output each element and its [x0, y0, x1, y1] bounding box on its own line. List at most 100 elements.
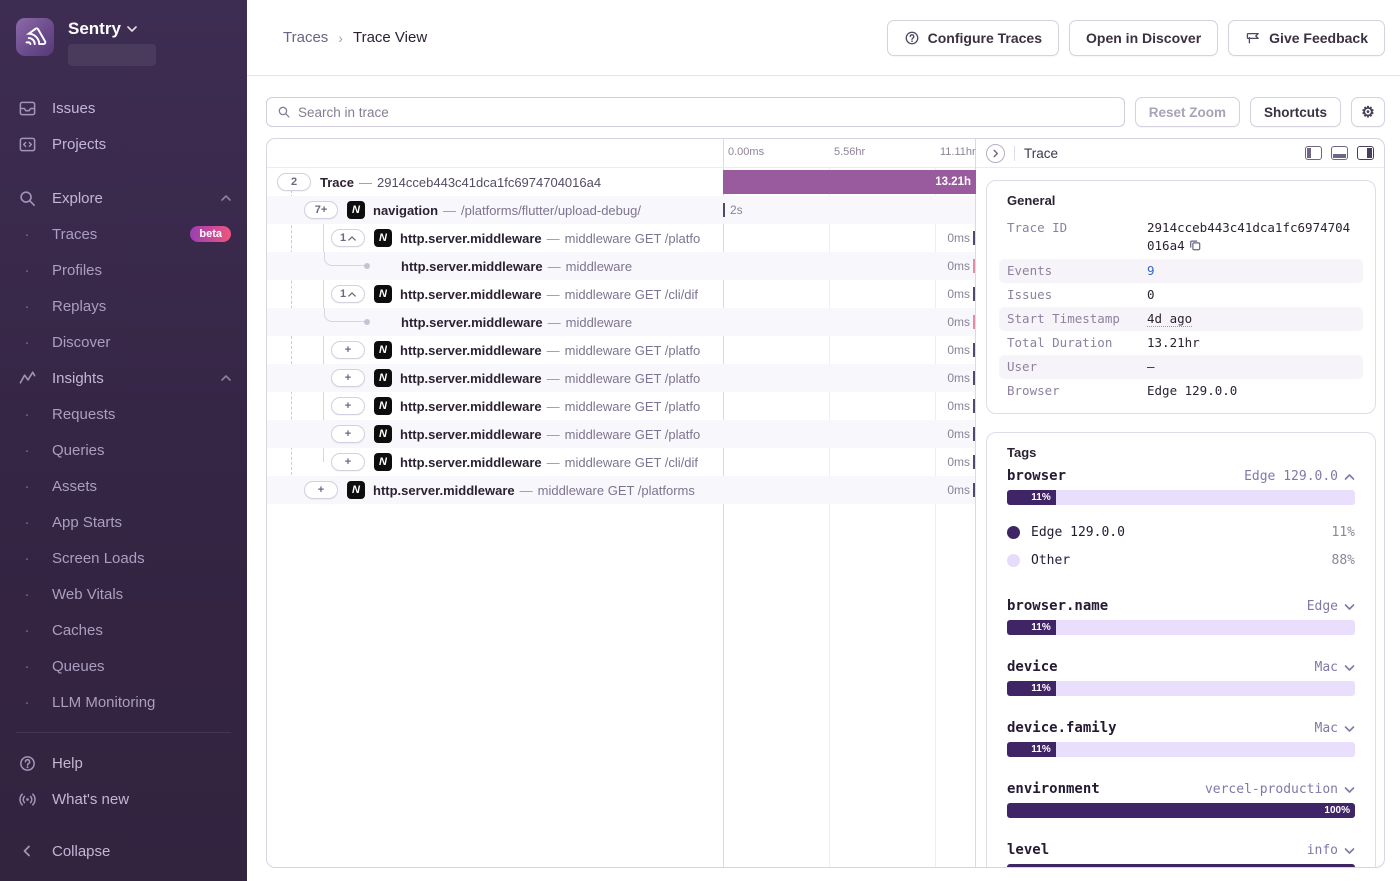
sidebar-item-profiles[interactable]: · Profiles [24, 261, 103, 279]
timeline-gridline [935, 168, 936, 867]
sidebar-section-insights[interactable]: Insights [0, 360, 247, 396]
timeline-gridline [829, 168, 830, 867]
span-bar[interactable] [973, 483, 975, 497]
span-row-middleware[interactable]: + N http.server.middleware — middleware … [267, 448, 975, 476]
span-bar[interactable] [973, 427, 975, 441]
tag-distribution-bar[interactable] [1007, 864, 1355, 867]
span-bar[interactable] [973, 231, 975, 245]
shortcuts-button[interactable]: Shortcuts [1249, 97, 1341, 127]
nextjs-icon: N [374, 453, 392, 471]
span-bar[interactable] [973, 343, 975, 357]
expand-pill[interactable]: + [304, 481, 338, 499]
sidebar-item-queues[interactable]: · Queues [24, 657, 105, 675]
tag-distribution-bar[interactable]: 100% [1007, 803, 1355, 818]
collapse-panel-button[interactable] [986, 143, 1005, 163]
tag-distribution-bar[interactable]: 11% [1007, 681, 1355, 696]
tree-connector-dot [364, 263, 370, 269]
sidebar-item-assets[interactable]: · Assets [24, 477, 98, 495]
copy-icon[interactable] [1189, 238, 1201, 256]
sidebar-item-help[interactable]: Help [0, 745, 247, 781]
collapse-pill[interactable]: 1 [331, 229, 365, 247]
sidebar-item-llm-monitoring[interactable]: · LLM Monitoring [24, 693, 156, 711]
tag-toggle[interactable]: browser Edge 129.0.0 [1007, 468, 1355, 484]
span-row-middleware[interactable]: 1 N http.server.middleware — middleware … [267, 224, 975, 252]
span-bar[interactable] [973, 315, 975, 329]
legend-item[interactable]: Edge 129.0.0 11% [1007, 518, 1355, 546]
trace-toolbar: Reset Zoom Shortcuts ⚙ [247, 76, 1400, 138]
span-row-navigation[interactable]: 7+ N navigation — /platforms/flutter/upl… [267, 196, 975, 224]
sidebar-item-issues[interactable]: Issues [0, 90, 247, 126]
dock-bottom-icon[interactable] [1331, 146, 1348, 160]
expand-pill[interactable]: + [331, 453, 365, 471]
events-count-link[interactable]: 9 [1147, 263, 1155, 278]
span-row-trace-root[interactable]: 2 Trace — 2914cceb443c41dca1fc6974704016… [267, 168, 976, 196]
collapse-pill[interactable]: 1 [331, 285, 365, 303]
sidebar-item-whats-new[interactable]: What's new [0, 781, 247, 817]
sidebar-item-discover[interactable]: · Discover [24, 333, 111, 351]
children-count-pill[interactable]: 7+ [304, 201, 338, 219]
tag-toggle[interactable]: device Mac [1007, 659, 1355, 675]
span-row-middleware-leaf[interactable]: http.server.middleware — middleware 0ms [267, 308, 975, 336]
span-row-middleware[interactable]: + N http.server.middleware — middleware … [267, 476, 975, 504]
span-bar[interactable] [973, 371, 975, 385]
dock-left-icon[interactable] [1305, 146, 1322, 160]
tree-connector [324, 308, 366, 322]
tag-level: level info [1007, 842, 1355, 867]
settings-button[interactable]: ⚙ [1351, 97, 1385, 127]
tags-card: Tags browser Edge 129.0.0 11% [986, 432, 1376, 867]
span-bar[interactable] [723, 203, 725, 217]
sidebar-collapse-button[interactable]: Collapse [0, 833, 247, 869]
sidebar-item-app-starts[interactable]: · App Starts [24, 513, 123, 531]
search-input[interactable] [298, 104, 1114, 120]
sidebar-item-caches[interactable]: · Caches [24, 621, 103, 639]
configure-traces-button[interactable]: Configure Traces [886, 19, 1060, 56]
legend-dot [1007, 525, 1020, 539]
tag-toggle[interactable]: device.family Mac [1007, 720, 1355, 736]
expand-pill[interactable]: + [331, 425, 365, 443]
sidebar-item-web-vitals[interactable]: · Web Vitals [24, 585, 124, 603]
sidebar-section-explore[interactable]: Explore [0, 180, 247, 216]
tree-connector [291, 190, 292, 490]
trace-duration-bar[interactable]: 13.21h [723, 170, 976, 194]
details-header: Trace [976, 139, 1384, 168]
chevron-up-icon [1344, 473, 1355, 480]
legend-dot [1007, 553, 1020, 567]
open-in-discover-button[interactable]: Open in Discover [1069, 19, 1219, 56]
tag-toggle[interactable]: environment vercel-production [1007, 781, 1355, 797]
span-bar[interactable] [973, 455, 975, 469]
tag-distribution-bar[interactable]: 11% [1007, 620, 1355, 635]
span-row-middleware[interactable]: + N http.server.middleware — middleware … [267, 392, 975, 420]
general-heading: General [1007, 193, 1056, 208]
tag-distribution-bar[interactable]: 11% [1007, 490, 1355, 505]
span-row-middleware[interactable]: 1 N http.server.middleware — middleware … [267, 280, 975, 308]
sidebar-item-projects[interactable]: Projects [0, 126, 247, 162]
span-bar[interactable] [973, 259, 975, 273]
expand-pill[interactable]: + [331, 369, 365, 387]
timeline-header[interactable]: 0.00ms 5.56hr 11.11hr [267, 139, 976, 168]
tag-toggle[interactable]: browser.name Edge [1007, 598, 1355, 614]
brand-name: Sentry [68, 19, 121, 38]
sidebar-item-requests[interactable]: · Requests [24, 405, 116, 423]
tag-distribution-bar[interactable]: 11% [1007, 742, 1355, 757]
tag-browser-name: browser.name Edge 11% [1007, 598, 1355, 635]
dock-right-icon[interactable] [1357, 146, 1374, 160]
expand-pill[interactable]: + [331, 397, 365, 415]
reset-zoom-button[interactable]: Reset Zoom [1134, 97, 1240, 127]
children-count-pill[interactable]: 2 [277, 173, 311, 191]
sidebar-item-replays[interactable]: · Replays [24, 297, 107, 315]
span-row-middleware[interactable]: + N http.server.middleware — middleware … [267, 364, 975, 392]
tag-toggle[interactable]: level info [1007, 842, 1355, 858]
give-feedback-button[interactable]: Give Feedback [1228, 19, 1385, 56]
org-switcher[interactable]: Sentry [0, 0, 247, 76]
span-bar[interactable] [973, 399, 975, 413]
sidebar-item-traces[interactable]: · Traces beta [0, 216, 247, 252]
sidebar-item-queries[interactable]: · Queries [24, 441, 105, 459]
span-bar[interactable] [973, 287, 975, 301]
breadcrumb-traces[interactable]: Traces [283, 29, 329, 46]
span-row-middleware[interactable]: + N http.server.middleware — middleware … [267, 420, 975, 448]
expand-pill[interactable]: + [331, 341, 365, 359]
legend-item[interactable]: Other 88% [1007, 546, 1355, 574]
span-row-middleware-leaf[interactable]: http.server.middleware — middleware 0ms [267, 252, 975, 280]
span-row-middleware[interactable]: + N http.server.middleware — middleware … [267, 336, 975, 364]
sidebar-item-screen-loads[interactable]: · Screen Loads [24, 549, 145, 567]
